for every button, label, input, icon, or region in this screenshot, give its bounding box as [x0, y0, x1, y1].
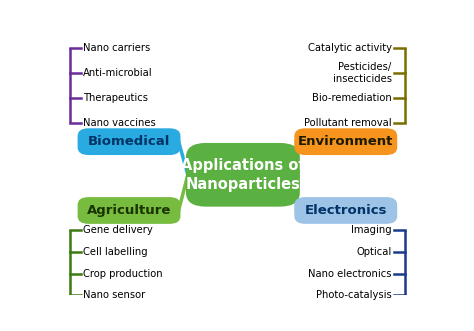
Text: Electronics: Electronics — [304, 204, 387, 217]
Text: Nano sensor: Nano sensor — [83, 290, 146, 300]
Text: Therapeutics: Therapeutics — [83, 93, 148, 103]
Text: Photo-catalysis: Photo-catalysis — [316, 290, 392, 300]
Text: Applications of
Nanoparticles: Applications of Nanoparticles — [181, 158, 305, 192]
Text: Pesticides/
insecticides: Pesticides/ insecticides — [333, 63, 392, 84]
Text: Cell labelling: Cell labelling — [83, 247, 148, 257]
Text: Optical: Optical — [356, 247, 392, 257]
Text: Anti-microbial: Anti-microbial — [83, 68, 153, 78]
Text: Agriculture: Agriculture — [87, 204, 171, 217]
Text: Biomedical: Biomedical — [88, 135, 170, 148]
Text: Nano vaccines: Nano vaccines — [83, 118, 156, 128]
Text: Pollutant removal: Pollutant removal — [304, 118, 392, 128]
Text: Nano electronics: Nano electronics — [308, 268, 392, 279]
FancyBboxPatch shape — [78, 197, 181, 224]
Text: Imaging: Imaging — [351, 225, 392, 235]
Text: Crop production: Crop production — [83, 268, 163, 279]
Text: Environment: Environment — [298, 135, 393, 148]
Text: Catalytic activity: Catalytic activity — [308, 43, 392, 53]
FancyBboxPatch shape — [186, 143, 300, 207]
FancyBboxPatch shape — [294, 197, 397, 224]
FancyBboxPatch shape — [78, 128, 181, 155]
Text: Bio-remediation: Bio-remediation — [312, 93, 392, 103]
Text: Gene delivery: Gene delivery — [83, 225, 153, 235]
FancyBboxPatch shape — [294, 128, 397, 155]
Text: Nano carriers: Nano carriers — [83, 43, 150, 53]
